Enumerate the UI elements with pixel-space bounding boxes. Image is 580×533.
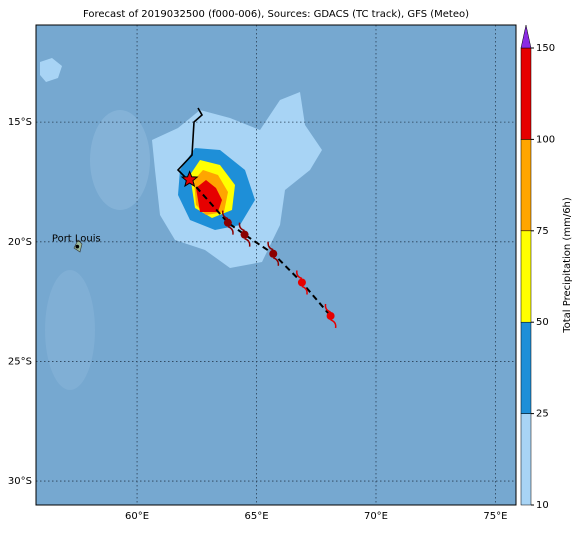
colorbar-tick-label: 50 [536,317,549,328]
lon-tick-label: 70°E [364,511,388,522]
colorbar-extend [520,24,532,49]
cyclone-symbol [296,270,308,295]
cyclone-arm [296,270,308,295]
cyclone-arm [324,303,337,329]
cyclone-symbol [221,210,234,235]
current-position [180,170,199,188]
cyclone-core [240,230,249,239]
colorbar-band [520,230,532,323]
lat-tick-label: 20°S [8,237,32,248]
colorbar-tick-label: 25 [536,409,549,420]
lon-tick-label: 60°E [125,511,149,522]
forecast-track [188,178,332,317]
cyclone-arm [238,222,251,247]
colorbar-tick-label: 150 [536,43,555,54]
colorbar-tick-label: 100 [536,134,555,145]
lat-tick-label: 30°S [8,476,32,487]
colorbar-tick-label: 10 [536,500,549,511]
cyclone-core [223,218,232,227]
lat-tick-label: 25°S [8,356,32,367]
cyclone-core [297,278,306,287]
cyclone-symbol [267,241,280,266]
colorbar-band [520,139,532,232]
place-label: Port Louis [52,234,101,245]
colorbar-band [520,413,532,506]
cloud [45,270,95,390]
past-track [176,107,204,181]
ocean [36,25,516,505]
colorbar-tick-label: 75 [536,226,549,237]
colorbar-band [520,321,532,414]
cyclone-symbol [324,303,337,329]
title: Forecast of 2019032500 (f000-006), Sourc… [83,9,469,20]
cyclone-core [326,311,335,320]
cyclone-arm [267,241,280,266]
precip-blob [196,180,222,212]
lon-tick-label: 65°E [245,511,269,522]
precip-blob [40,58,62,82]
lon-tick-label: 75°E [483,511,507,522]
colorbar-band [520,47,532,140]
cyclone-core [269,249,278,258]
lat-tick-label: 15°S [8,117,32,128]
place-marker [75,244,80,249]
cloud [90,110,150,210]
map-frame [35,24,517,506]
colorbar-label: Total Precipitation (mm/6h) [562,197,573,334]
cyclone-arm [221,210,234,235]
cyclone-symbol [238,222,251,247]
